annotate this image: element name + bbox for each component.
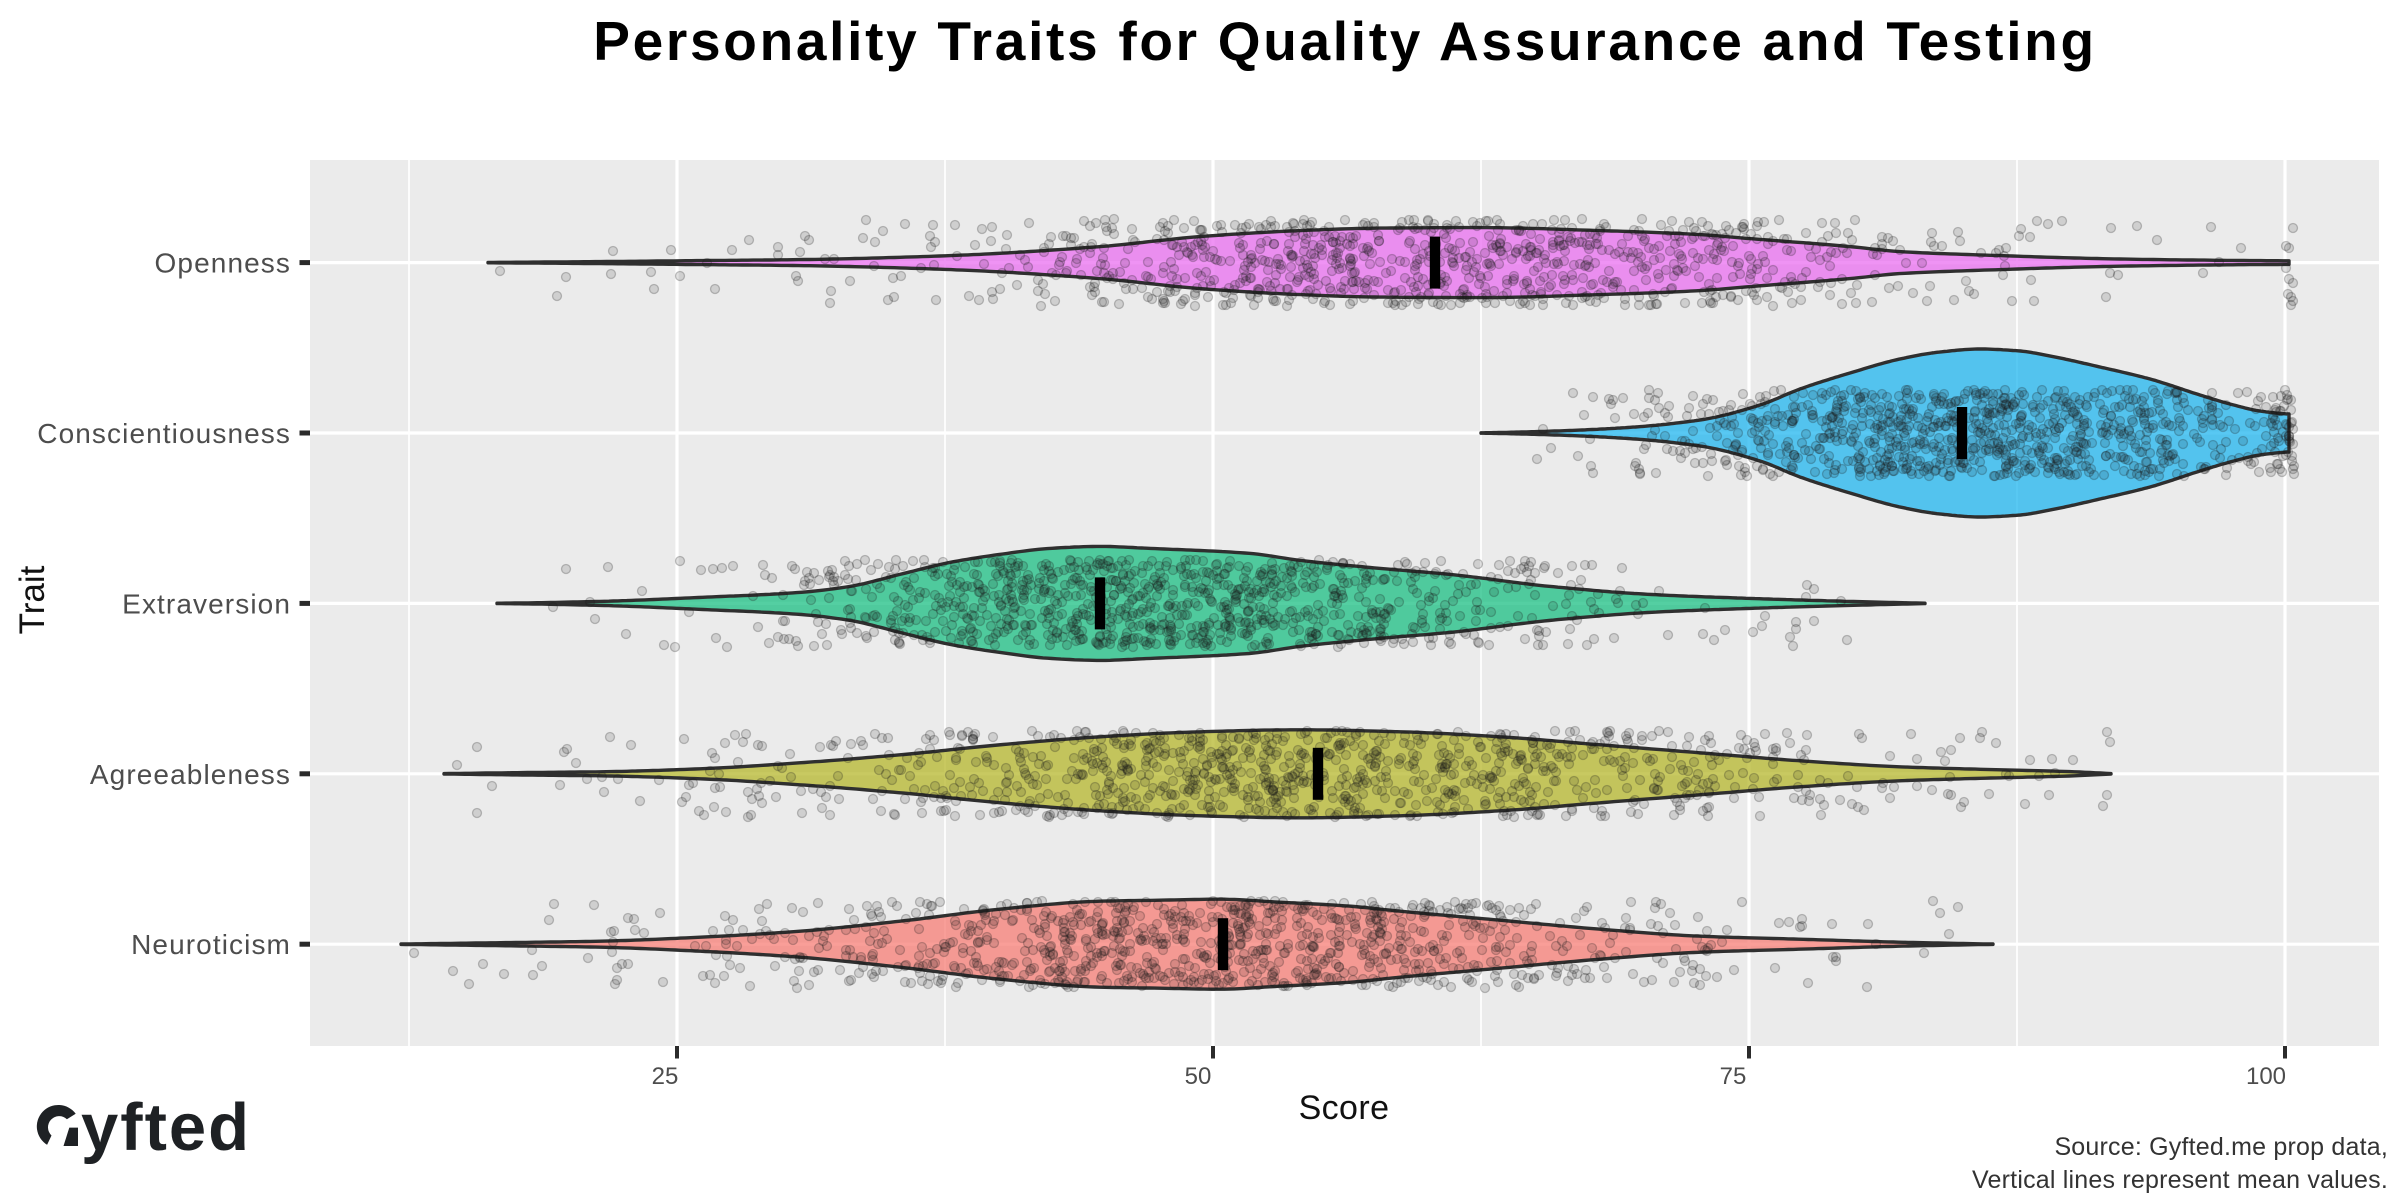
svg-text:75: 75: [1720, 1063, 1747, 1090]
svg-text:Conscientiousness: Conscientiousness: [37, 418, 291, 449]
svg-text:Extraversion: Extraversion: [122, 588, 291, 619]
svg-text:100: 100: [2246, 1063, 2286, 1090]
svg-text:Vertical lines represent mean: Vertical lines represent mean values.: [1972, 1166, 2388, 1194]
svg-text:Agreeableness: Agreeableness: [90, 759, 291, 790]
svg-text:Trait: Trait: [13, 565, 52, 634]
svg-text:Personality Traits for Quality: Personality Traits for Quality Assurance…: [593, 10, 2097, 72]
svg-text:Source: Gyfted.me prop data,: Source: Gyfted.me prop data,: [2054, 1133, 2388, 1161]
svg-text:25: 25: [652, 1063, 679, 1090]
svg-text:Score: Score: [1299, 1089, 1390, 1127]
svg-text:50: 50: [1185, 1063, 1212, 1090]
svg-text:yfted: yfted: [81, 1090, 251, 1165]
svg-text:Neuroticism: Neuroticism: [131, 929, 291, 960]
svg-text:Openness: Openness: [155, 248, 291, 279]
